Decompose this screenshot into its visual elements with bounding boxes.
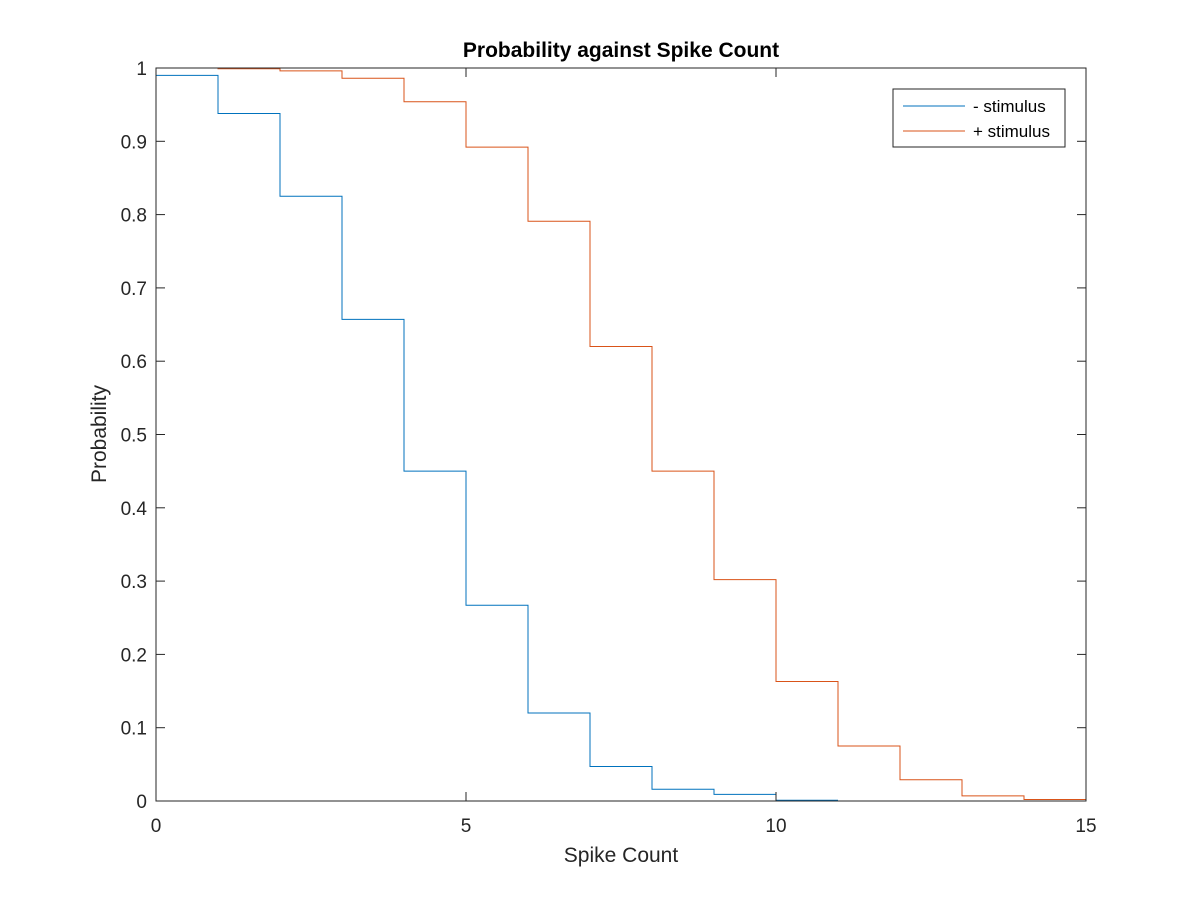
y-tick-label: 0 <box>136 792 147 813</box>
series-line-minus-stimulus <box>156 74 838 801</box>
y-tick-label: 0.3 <box>121 572 147 593</box>
legend: - stimulus + stimulus <box>892 88 1066 148</box>
x-axis-label: Spike Count <box>564 844 679 867</box>
y-tick-label: 0.5 <box>121 426 147 447</box>
series-line-plus-stimulus <box>156 67 1086 801</box>
y-tick-label: 0.8 <box>121 206 147 227</box>
y-tick-label: 0.1 <box>121 719 147 740</box>
y-tick-label: 0.7 <box>121 279 147 300</box>
x-tick-label: 15 <box>1075 816 1096 837</box>
x-tick-label: 0 <box>151 816 162 837</box>
legend-label-minus-stimulus: - stimulus <box>973 97 1046 116</box>
chart-title: Probability against Spike Count <box>463 39 779 62</box>
plot-area <box>156 68 1086 801</box>
y-tick-label: 0.9 <box>121 132 147 153</box>
y-tick-label: 0.6 <box>121 352 147 373</box>
y-tick-label: 1 <box>136 59 147 80</box>
y-tick-label: 0.2 <box>121 645 147 666</box>
x-tick-label: 5 <box>461 816 472 837</box>
legend-box <box>892 88 1066 148</box>
series-layer <box>156 67 1086 801</box>
legend-label-plus-stimulus: + stimulus <box>973 122 1050 141</box>
y-axis-label: Probability <box>88 384 111 483</box>
x-tick-label: 10 <box>765 816 786 837</box>
y-tick-label: 0.4 <box>121 499 148 520</box>
ticks-layer: 0 5 10 15 0 0.1 0.2 0.3 0.4 0.5 0.6 0.7 0.8 0.9 1 <box>121 59 1097 837</box>
